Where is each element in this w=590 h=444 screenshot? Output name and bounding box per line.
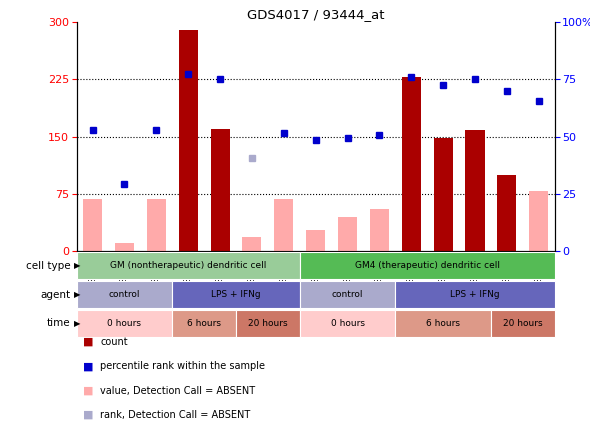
Bar	[172, 310, 236, 337]
Text: percentile rank within the sample: percentile rank within the sample	[100, 361, 266, 371]
Bar	[300, 310, 395, 337]
Bar	[395, 310, 491, 337]
Bar	[83, 199, 102, 251]
Text: control: control	[109, 290, 140, 299]
Text: LPS + IFNg: LPS + IFNg	[211, 290, 261, 299]
Bar	[402, 77, 421, 251]
Text: cell type: cell type	[26, 261, 71, 271]
Bar	[395, 281, 555, 308]
Bar	[529, 191, 548, 251]
Bar	[306, 230, 325, 251]
Text: value, Detection Call = ABSENT: value, Detection Call = ABSENT	[100, 386, 255, 396]
Text: 6 hours: 6 hours	[426, 319, 460, 328]
Text: ▶: ▶	[74, 319, 80, 328]
Text: LPS + IFNg: LPS + IFNg	[450, 290, 500, 299]
Text: ▶: ▶	[74, 290, 80, 299]
Bar	[300, 281, 395, 308]
Bar	[466, 131, 484, 251]
Text: 6 hours: 6 hours	[187, 319, 221, 328]
Text: control: control	[332, 290, 363, 299]
Bar	[77, 281, 172, 308]
Text: ▶: ▶	[74, 261, 80, 270]
Bar	[147, 199, 166, 251]
Text: ■: ■	[83, 386, 93, 396]
Bar	[115, 243, 134, 251]
Text: ■: ■	[83, 337, 93, 347]
Text: 0 hours: 0 hours	[330, 319, 365, 328]
Bar	[338, 217, 357, 251]
Text: ■: ■	[83, 410, 93, 420]
Bar	[434, 138, 453, 251]
Bar	[179, 30, 198, 251]
Text: GM4 (therapeutic) dendritic cell: GM4 (therapeutic) dendritic cell	[355, 261, 500, 270]
Text: 20 hours: 20 hours	[248, 319, 288, 328]
Bar	[274, 199, 293, 251]
Bar	[211, 129, 230, 251]
Text: time: time	[47, 318, 71, 329]
Bar	[242, 237, 261, 251]
Bar	[236, 310, 300, 337]
Bar	[77, 252, 300, 279]
Text: ■: ■	[83, 361, 93, 371]
Bar	[300, 252, 555, 279]
Text: GM (nontherapeutic) dendritic cell: GM (nontherapeutic) dendritic cell	[110, 261, 267, 270]
Text: 0 hours: 0 hours	[107, 319, 142, 328]
Text: count: count	[100, 337, 128, 347]
Bar	[77, 310, 172, 337]
Bar	[172, 281, 300, 308]
Title: GDS4017 / 93444_at: GDS4017 / 93444_at	[247, 8, 385, 21]
Bar	[491, 310, 555, 337]
Text: 20 hours: 20 hours	[503, 319, 543, 328]
Bar	[497, 174, 516, 251]
Text: agent: agent	[41, 289, 71, 300]
Bar	[370, 209, 389, 251]
Text: rank, Detection Call = ABSENT: rank, Detection Call = ABSENT	[100, 410, 251, 420]
